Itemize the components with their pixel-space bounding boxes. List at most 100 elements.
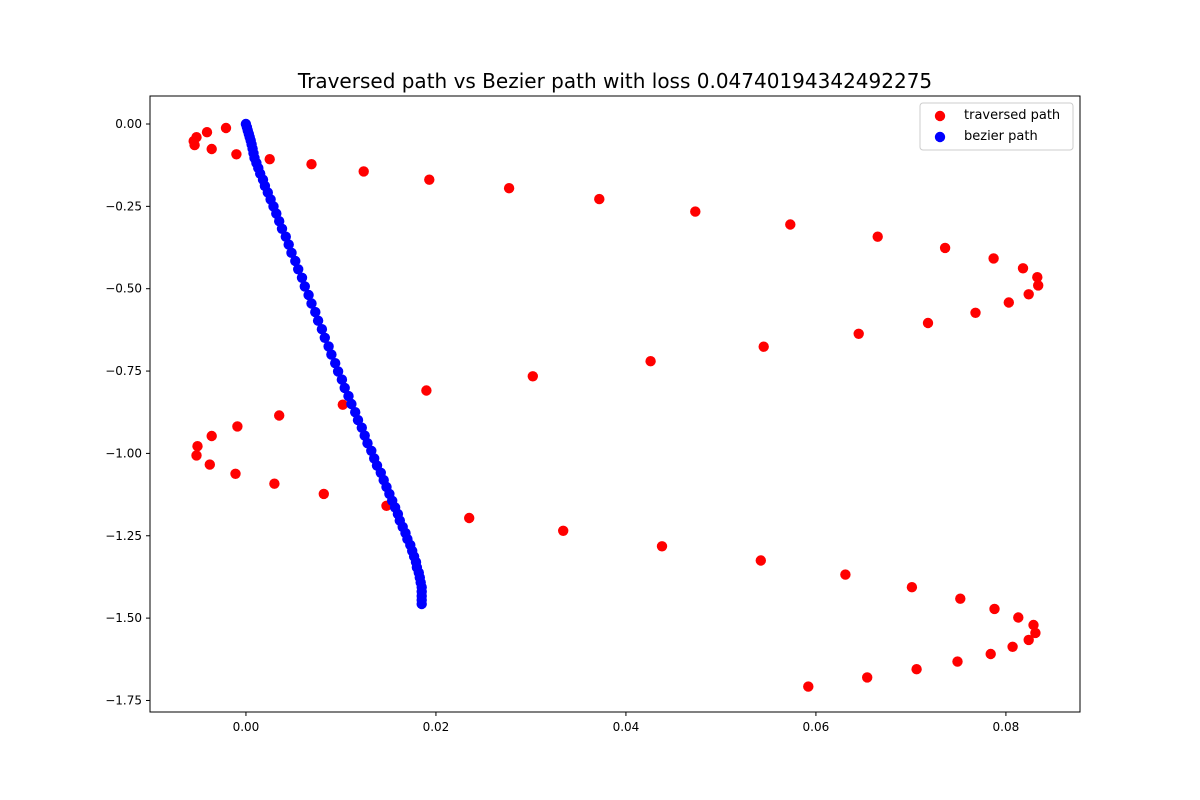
traversed-path-point [220,122,232,134]
bezier-path-point [346,398,357,410]
traversed-path-point [201,127,213,138]
traversed-path-point [421,385,432,396]
bezier-path-point [350,407,361,418]
bezier-path-point [339,382,350,394]
traversed-path-point [264,154,275,165]
traversed-path-point [1007,641,1018,652]
traversed-path-point [306,159,317,170]
traversed-path-point [269,478,280,489]
bezier-path-point [296,272,308,283]
traversed-path-point [191,450,202,461]
bezier-path-point [326,349,337,360]
bezier-path-point [343,390,354,402]
y-tick-label: −0.50 [105,282,142,296]
traversed-path-point [989,603,1000,615]
traversed-path-point [656,541,668,552]
traversed-path-point [939,242,951,254]
x-tick-label: 0.02 [423,720,450,734]
bezier-path-point [306,298,317,309]
traversed-path-point [1032,272,1043,283]
bezier-path-point [283,239,294,250]
traversed-path-point [358,166,369,177]
bezier-path-point [312,315,324,326]
traversed-path-point [952,656,963,667]
traversed-path-point [1013,612,1024,623]
legend-box [919,102,1074,151]
x-tick-label: 0.04 [613,720,640,734]
bezier-path-point [356,422,367,433]
bezier-path-point [286,247,297,258]
traversed-path-point [230,468,241,479]
bezier-path-point [293,264,304,275]
traversed-path-point [204,459,215,470]
x-tick-label: 0.00 [233,720,260,734]
y-tick-label: −1.75 [105,693,142,707]
chart-title: Traversed path vs Bezier path with loss … [297,69,932,93]
traversed-path-point [906,582,918,593]
x-tick-label: 0.08 [993,720,1020,734]
bezier-path-point [303,289,314,301]
traversed-path-point [206,430,217,442]
legend-marker-bezier-path [934,131,946,143]
traversed-path-point [503,183,515,194]
traversed-path-point [1023,634,1034,646]
traversed-path-point [558,525,569,536]
traversed-path-point [853,328,864,339]
bezier-path-point [332,366,344,377]
traversed-path-point [803,681,814,692]
traversed-path-point [318,488,329,500]
x-tick-label: 0.06 [803,720,830,734]
plot-points [188,118,1044,692]
traversed-path-point [1023,289,1034,300]
traversed-path-point [970,307,981,318]
bezier-path-point [319,332,330,343]
traversed-path-point [424,174,435,185]
traversed-path-point [955,593,966,604]
traversed-path-point [988,253,999,264]
traversed-path-point [274,410,285,421]
y-tick-label: −1.50 [105,611,142,625]
y-tick-label: 0.00 [115,117,142,131]
traversed-path-point [231,149,242,160]
plot-area-frame [149,95,1081,713]
traversed-path-point [206,143,217,155]
traversed-path-point [232,421,243,432]
bezier-path-point [316,324,328,335]
y-tick-label: −0.25 [105,199,142,213]
bezier-path-point [299,281,310,292]
traversed-path-point [1028,619,1039,631]
traversed-path-point [755,555,766,566]
traversed-path-point [527,371,538,382]
traversed-path-point [922,317,934,329]
legend-marker-traversed-path [934,110,946,122]
traversed-path-point [758,341,769,352]
bezier-path-point [336,374,348,385]
traversed-path-point [1033,280,1044,291]
traversed-path-point [192,441,203,452]
y-axis: 0.00 −0.25 −0.50 −0.75 −1.00 −1.25 −1.50 −1.75 [105,117,150,707]
traversed-path-point [464,512,475,524]
bezier-path-point [310,306,321,318]
traversed-path-point [862,672,873,683]
traversed-path-point [911,664,922,675]
traversed-path-point [872,231,883,242]
y-tick-label: −1.00 [105,446,142,460]
traversed-path-point [594,193,605,205]
bezier-path-point [323,341,334,352]
bezier-path-point [330,358,341,369]
bezier-path-point [416,598,427,610]
bezier-path-point [290,255,301,267]
x-axis: 0.00 0.02 0.04 0.06 0.08 [233,712,1020,734]
traversed-path-point [1003,297,1014,308]
traversed-path-point [690,206,701,217]
legend-label-bezier-path: bezier path [964,129,1038,144]
y-tick-label: −0.75 [105,364,142,378]
bezier-path-point [280,231,291,242]
traversed-path-point [1030,627,1041,639]
legend: traversed path bezier path [919,102,1074,151]
traversed-path-point [985,648,996,660]
legend-label-traversed-path: traversed path [964,108,1060,123]
traversed-path-point [645,356,656,367]
traversed-path-point [189,139,200,151]
